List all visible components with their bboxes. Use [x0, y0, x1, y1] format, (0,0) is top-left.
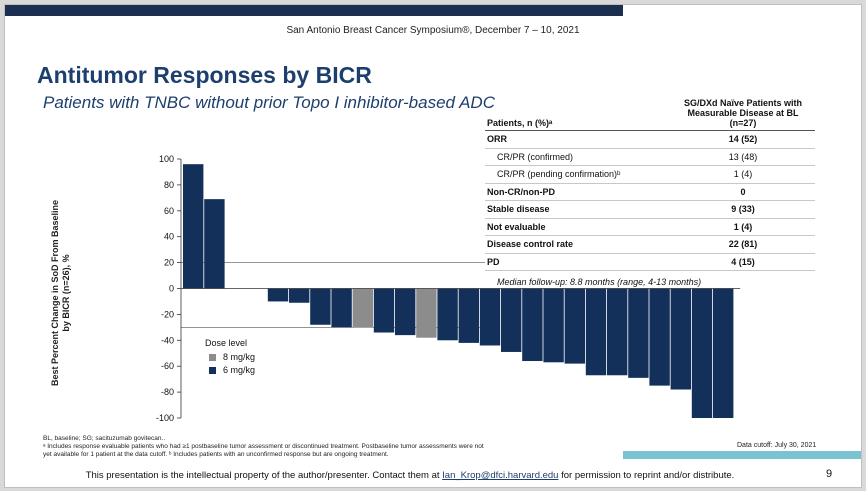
bar: [564, 288, 585, 364]
y-tick-label: -80: [161, 387, 174, 397]
row-label-disease-control-rate: Disease control rate: [485, 235, 671, 254]
row-value-not-evaluable: 1 (4): [671, 218, 815, 236]
bar: [352, 288, 373, 328]
row-value-disease-control-rate: 22 (81): [671, 235, 815, 254]
y-tick-label: -20: [161, 309, 174, 319]
ip-notice: This presentation is the intellectual pr…: [5, 470, 815, 481]
y-tick-label: -100: [156, 413, 174, 423]
bar: [331, 288, 352, 328]
y-tick-label: 40: [164, 232, 174, 242]
response-table: Patients, n (%)ᵃ SG/DXd Naïve Patients w…: [485, 98, 815, 271]
y-tick-label: 80: [164, 180, 174, 190]
y-axis-label: Best Percent Change in SoD From Baseline…: [50, 178, 72, 408]
footnote-line-3: yet available for 1 patient at the data …: [43, 451, 389, 458]
bar: [691, 288, 713, 418]
bar: [310, 288, 331, 325]
y-axis-label-line1: Best Percent Change in SoD From Baseline: [50, 199, 60, 387]
row-value-stable-disease: 9 (33): [671, 200, 815, 219]
footnotes: BL, baseline; SG; sacituzumab govitecan.…: [43, 435, 633, 459]
chart-legend: Dose level 8 mg/kg 6 mg/kg: [205, 338, 255, 378]
footnote-line-1: BL, baseline; SG; sacituzumab govitecan.…: [43, 435, 166, 442]
table-row: ORR 14 (52): [485, 130, 815, 149]
bar: [670, 288, 691, 390]
legend-item-8mg: 8 mg/kg: [209, 352, 255, 362]
bar: [395, 288, 416, 336]
row-value-crpr-confirmed: 13 (48): [671, 148, 815, 166]
table-row: CR/PR (pending confirmation)ᵇ 1 (4): [485, 165, 815, 184]
legend-item-6mg: 6 mg/kg: [209, 365, 255, 375]
table-row: Not evaluable 1 (4): [485, 218, 815, 236]
y-axis-label-line2: by BICR (n=26), %: [61, 254, 71, 332]
bar: [289, 288, 310, 303]
row-label-crpr-confirmed: CR/PR (confirmed): [485, 148, 671, 166]
bar: [543, 288, 564, 363]
symposium-header: San Antonio Breast Cancer Symposium®, De…: [286, 25, 580, 36]
row-label-noncr-nonpd: Non-CR/non-PD: [485, 183, 671, 201]
row-value-orr: 14 (52): [671, 130, 815, 149]
slide-title: Antitumor Responses by BICR: [37, 62, 372, 88]
column-header-line1: SG/DXd Naïve Patients with: [683, 98, 803, 108]
bar: [183, 164, 204, 289]
bar: [479, 288, 501, 346]
waterfall-chart: 100 80 60 40 20 0 -20 -40 -60 -80 -100: [156, 154, 741, 423]
y-tick-label: -60: [161, 361, 174, 371]
contact-email-link[interactable]: Ian_Krop@dfci.harvard.edu: [442, 470, 559, 481]
ip-notice-suffix: for permission to reprint and/or distrib…: [561, 470, 735, 481]
bottom-accent-bar: [623, 451, 861, 459]
y-tick-label: -40: [161, 335, 174, 345]
table-row: Stable disease 9 (33): [485, 200, 815, 219]
top-accent-bar: [5, 5, 623, 16]
row-value-pd: 4 (15): [671, 253, 815, 271]
table-row: CR/PR (confirmed) 13 (48): [485, 148, 815, 166]
column-header-line3: (n=27): [729, 118, 757, 128]
bar: [501, 288, 522, 352]
y-tick-label: 60: [164, 206, 174, 216]
legend-label-6mg: 6 mg/kg: [223, 365, 256, 375]
bar: [416, 288, 437, 338]
slide: San Antonio Breast Cancer Symposium®, De…: [4, 4, 862, 488]
median-followup: Median follow-up: 8.8 months (range, 4-1…: [497, 277, 702, 287]
legend-title: Dose level: [205, 338, 248, 348]
ip-notice-prefix: This presentation is the intellectual pr…: [85, 470, 440, 481]
legend-swatch-8mg: [209, 353, 216, 361]
bar: [373, 288, 395, 333]
bar: [437, 288, 458, 341]
row-label-crpr-pending: CR/PR (pending confirmation)ᵇ: [485, 165, 671, 184]
bar: [607, 288, 628, 376]
row-label-pd: PD: [485, 253, 671, 271]
table-row-header: Patients, n (%)ᵃ: [485, 98, 671, 131]
bar: [267, 288, 289, 302]
bar: [522, 288, 543, 362]
bar: [585, 288, 607, 376]
bar: [204, 199, 225, 289]
table-row: Disease control rate 22 (81): [485, 235, 815, 254]
row-value-noncr-nonpd: 0: [671, 183, 815, 201]
legend-swatch-6mg: [209, 366, 216, 374]
row-label-stable-disease: Stable disease: [485, 200, 671, 219]
legend-label-8mg: 8 mg/kg: [223, 352, 256, 362]
bar: [649, 288, 670, 386]
bar: [713, 288, 734, 418]
y-tick-label: 20: [164, 258, 174, 268]
footnote-line-2: ᵃ Includes response evaluable patients w…: [43, 443, 484, 450]
table-row: Non-CR/non-PD 0: [485, 183, 815, 201]
y-tick-label: 100: [159, 154, 174, 164]
column-header-line2: Measurable Disease at BL: [687, 108, 799, 118]
page-number: 9: [826, 468, 833, 480]
slide-subtitle: Patients with TNBC without prior Topo I …: [43, 93, 495, 112]
bar: [628, 288, 649, 378]
row-value-crpr-pending: 1 (4): [671, 165, 815, 184]
bar: [458, 288, 479, 343]
y-tick-label: 0: [169, 284, 174, 294]
data-cutoff: Data cutoff: July 30, 2021: [737, 442, 817, 449]
table-row: PD 4 (15): [485, 253, 815, 271]
row-label-orr: ORR: [485, 130, 671, 149]
row-label-not-evaluable: Not evaluable: [485, 218, 671, 236]
table-header-row: Patients, n (%)ᵃ SG/DXd Naïve Patients w…: [485, 98, 815, 131]
table-column-header: SG/DXd Naïve Patients with Measurable Di…: [671, 98, 815, 131]
